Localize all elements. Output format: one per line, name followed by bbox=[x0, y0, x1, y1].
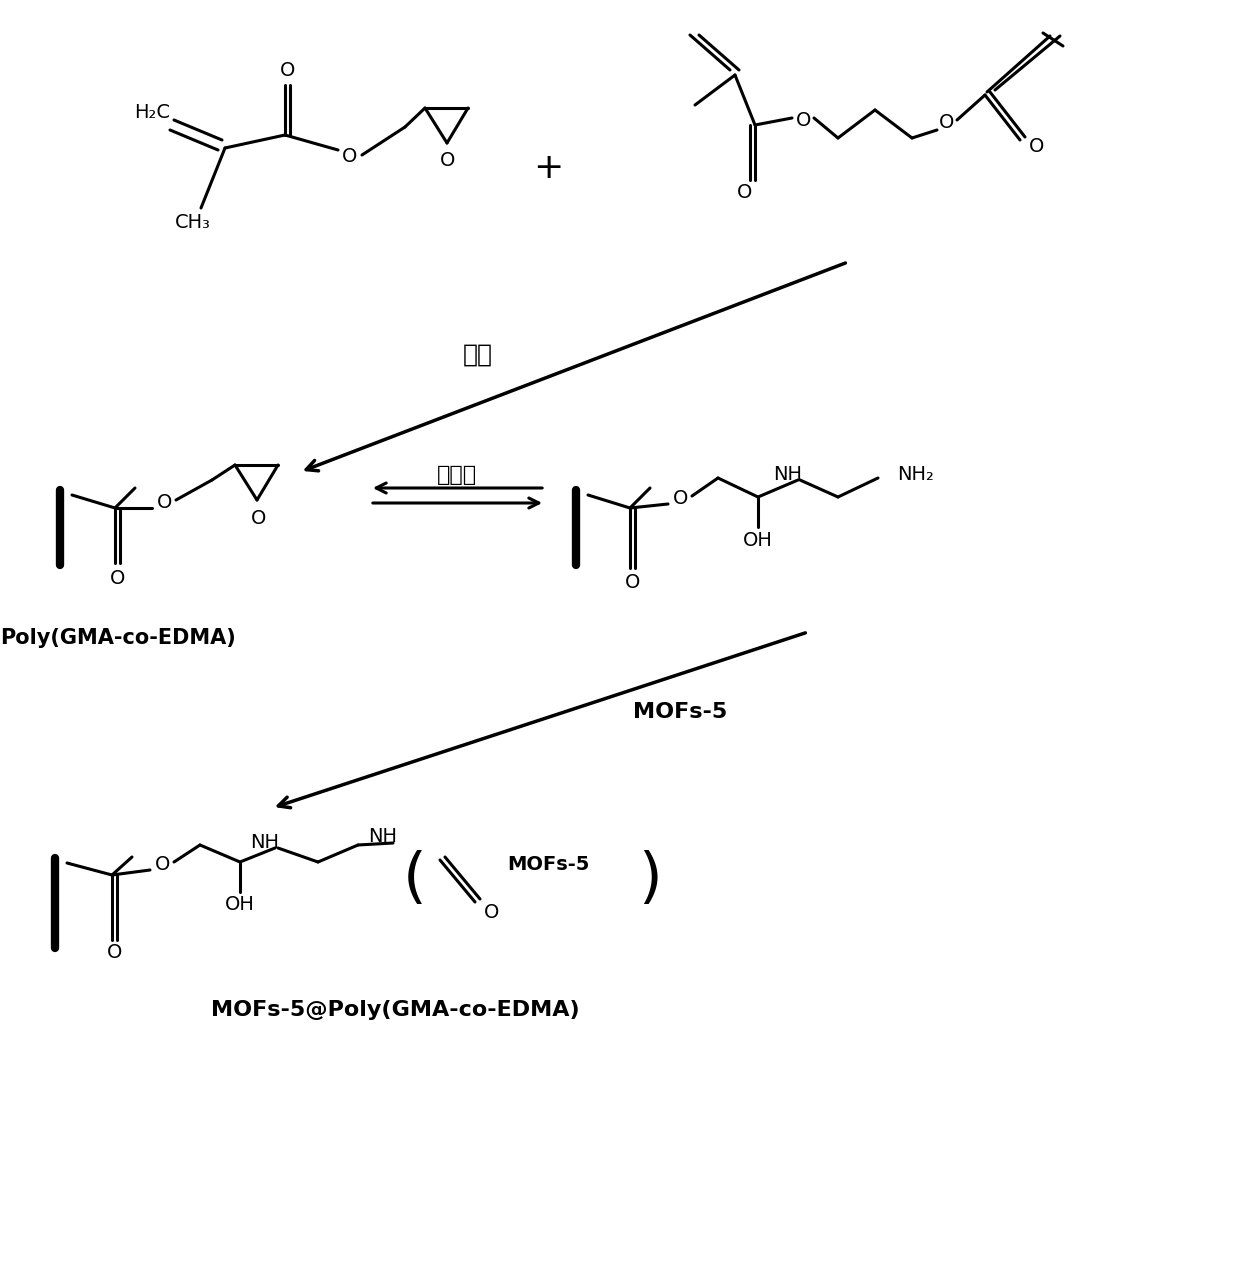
Text: ): ) bbox=[639, 850, 662, 909]
Text: MOFs-5@Poly(GMA-co-EDMA): MOFs-5@Poly(GMA-co-EDMA) bbox=[211, 1000, 579, 1020]
Text: O: O bbox=[1029, 138, 1044, 157]
Text: 乙二胺: 乙二胺 bbox=[436, 465, 477, 485]
Text: O: O bbox=[155, 856, 171, 875]
Text: OH: OH bbox=[743, 531, 773, 550]
Text: NH: NH bbox=[250, 834, 279, 853]
Text: O: O bbox=[280, 60, 295, 79]
Text: O: O bbox=[940, 114, 955, 133]
Text: H₂C: H₂C bbox=[134, 102, 170, 121]
Text: MOFs-5: MOFs-5 bbox=[507, 856, 589, 875]
Text: MOFs-5: MOFs-5 bbox=[632, 702, 727, 722]
Text: O: O bbox=[252, 508, 267, 527]
Text: Poly(GMA-co-EDMA): Poly(GMA-co-EDMA) bbox=[0, 628, 236, 647]
Text: NH: NH bbox=[774, 466, 802, 484]
Text: O: O bbox=[110, 568, 125, 587]
Text: NH₂: NH₂ bbox=[898, 466, 935, 484]
Text: O: O bbox=[796, 111, 812, 130]
Text: O: O bbox=[342, 148, 357, 166]
Text: O: O bbox=[440, 152, 455, 171]
Text: O: O bbox=[157, 493, 172, 512]
Text: OH: OH bbox=[226, 895, 255, 914]
Text: 聚合: 聚合 bbox=[463, 344, 494, 366]
Text: O: O bbox=[625, 572, 641, 591]
Text: NH: NH bbox=[368, 827, 398, 847]
Text: O: O bbox=[738, 184, 753, 203]
Text: O: O bbox=[673, 489, 688, 507]
Text: O: O bbox=[485, 903, 500, 922]
Text: O: O bbox=[108, 944, 123, 963]
Text: +: + bbox=[533, 151, 563, 185]
Text: CH₃: CH₃ bbox=[175, 213, 211, 232]
Text: (: ( bbox=[403, 850, 427, 909]
